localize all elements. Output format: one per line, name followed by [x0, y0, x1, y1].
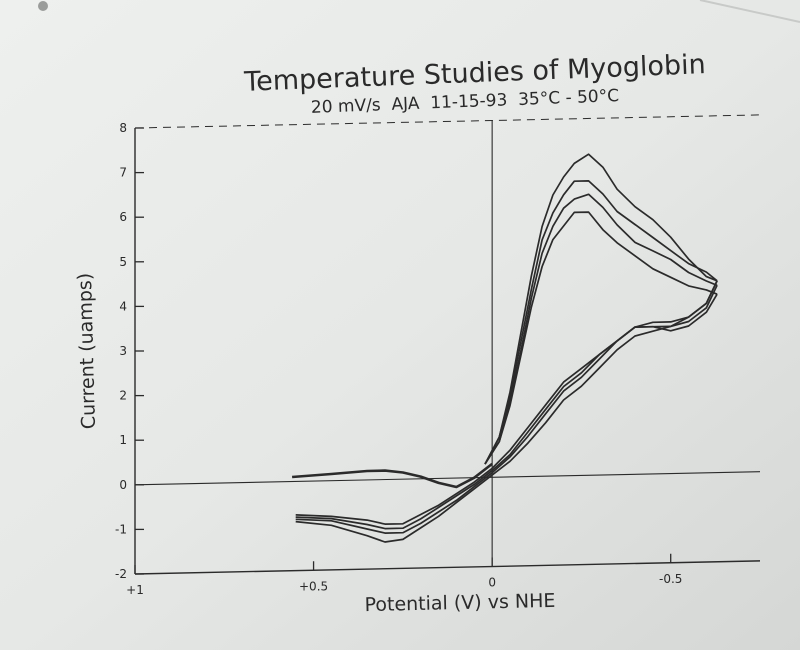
y-tick-label: 8: [119, 121, 127, 135]
x-tick-label: +0.5: [299, 579, 328, 593]
x-tick-label: 0: [488, 576, 496, 590]
x-tick-label: +1: [126, 583, 144, 597]
y-tick-label: 3: [119, 344, 127, 358]
ticks: -2 -1 0 1 2 3 4 5 6 7 8 +1 +0.5 0 -0.5: [115, 121, 682, 597]
y-tick-label: -2: [115, 567, 127, 581]
x-axis-line: [134, 560, 761, 575]
series-3-reverse-trace: [295, 280, 718, 534]
y-tick-label: 6: [119, 210, 127, 224]
y-tick-label: 0: [119, 478, 127, 492]
series-4-reverse-trace: [295, 280, 718, 543]
series-2-forward-trace: [484, 193, 718, 465]
y-tick-label: 5: [119, 255, 127, 269]
baseline-trace: [292, 462, 493, 489]
series-1-reverse-trace: [295, 293, 718, 525]
y-tick-label: 4: [119, 299, 127, 313]
zero-current-line: [134, 471, 761, 486]
series: [292, 153, 718, 543]
series-4-forward-trace: [484, 153, 718, 465]
axes: [134, 114, 761, 575]
y-tick-label: -1: [115, 522, 127, 536]
series-3-forward-trace: [484, 180, 718, 465]
paper-edge: [699, 0, 800, 23]
series-1-forward-trace: [484, 211, 718, 465]
top-border-line: [134, 114, 761, 129]
series-2-reverse-trace: [295, 284, 718, 530]
binder-hole: [38, 1, 48, 11]
y-tick-label: 1: [119, 433, 127, 447]
y-tick-label: 7: [119, 166, 127, 180]
y-tick-label: 2: [119, 389, 127, 403]
x-tick-label: -0.5: [659, 572, 682, 586]
